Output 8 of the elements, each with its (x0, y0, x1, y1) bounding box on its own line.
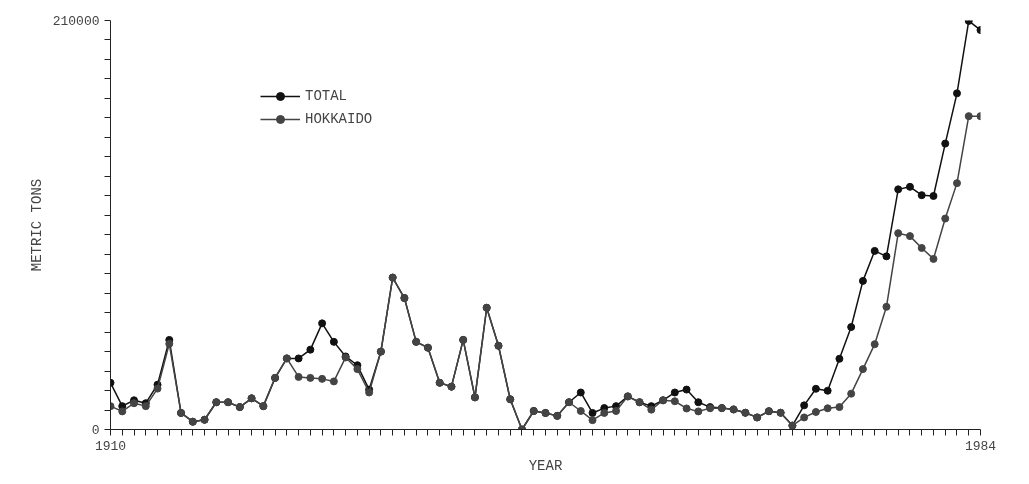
y-tick-label: 0 (91, 423, 100, 438)
x-tick-label: 1910 (94, 438, 127, 454)
y-tick-label: 210000 (52, 14, 100, 29)
x-axis-title: YEAR (528, 457, 563, 474)
x-tick-label: 1984 (964, 438, 997, 454)
legend-label: TOTAL (305, 88, 348, 104)
legend-label: HOKKAIDO (305, 111, 373, 127)
y-axis-title: METRIC TONS (28, 178, 45, 272)
